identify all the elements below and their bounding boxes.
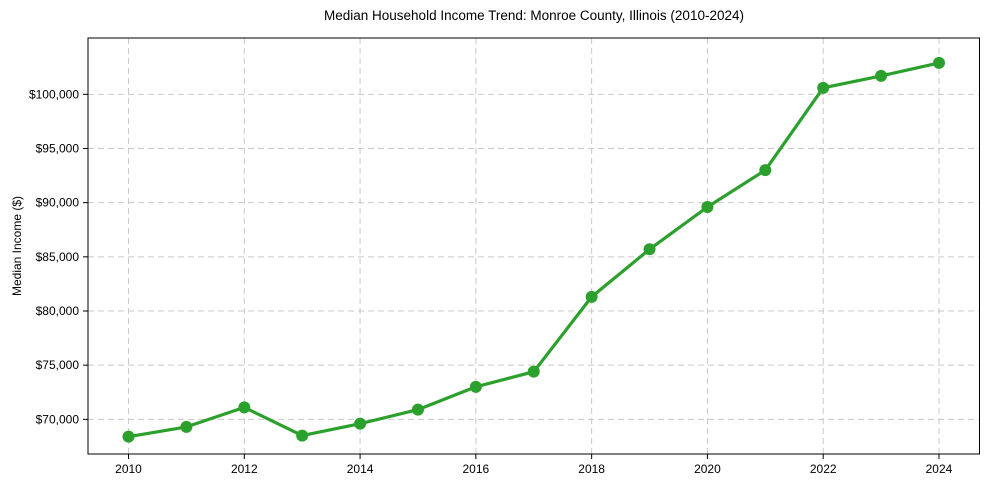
x-tick-label: 2020 [694, 462, 721, 476]
x-tick-label: 2016 [463, 462, 490, 476]
data-point-2016 [469, 380, 482, 393]
data-point-2022 [817, 81, 830, 94]
x-tick-label: 2018 [578, 462, 605, 476]
y-tick-label: $70,000 [36, 412, 80, 426]
y-tick-label: $95,000 [36, 142, 80, 156]
data-point-2010 [122, 430, 135, 443]
data-point-2012 [238, 401, 251, 414]
data-point-2011 [180, 420, 193, 433]
chart-title: Median Household Income Trend: Monroe Co… [324, 8, 744, 23]
data-point-2015 [411, 403, 424, 416]
x-tick-label: 2010 [115, 462, 142, 476]
y-tick-label: $90,000 [36, 196, 80, 210]
data-point-2018 [585, 290, 598, 303]
data-point-2013 [296, 429, 309, 442]
data-point-2024 [932, 56, 945, 69]
plot-border [87, 37, 980, 455]
trend-line [126, 61, 941, 439]
data-point-2014 [354, 417, 367, 430]
x-tick-label: 2024 [926, 462, 953, 476]
data-point-2020 [701, 201, 714, 213]
data-point-2017 [527, 365, 540, 378]
x-tick-label: 2014 [347, 462, 374, 476]
y-tick-label: $85,000 [36, 250, 80, 264]
x-tick-label: 2012 [231, 462, 258, 476]
data-point-2021 [759, 164, 772, 177]
y-tick-label: $80,000 [36, 304, 80, 318]
y-tick-label: $75,000 [36, 358, 80, 372]
data-point-2023 [875, 69, 888, 82]
x-tick-label: 2022 [810, 462, 837, 476]
data-point-2019 [643, 243, 656, 256]
y-tick-label: $100,000 [29, 87, 79, 101]
